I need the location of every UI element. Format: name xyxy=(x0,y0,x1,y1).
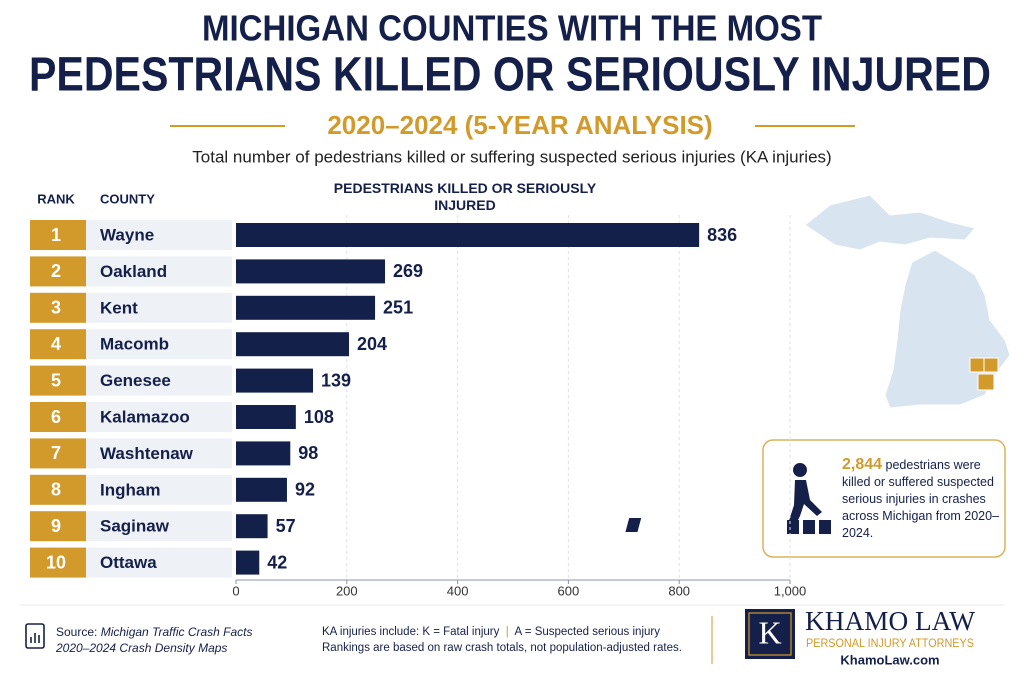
bar xyxy=(236,514,268,539)
x-tick-label: 0 xyxy=(232,583,239,598)
logo-url: KhamoLaw.com xyxy=(840,652,939,667)
bar xyxy=(236,223,700,247)
rank-label: 4 xyxy=(51,334,61,354)
source-icon xyxy=(25,623,45,649)
logo-frame xyxy=(748,612,792,656)
rank-header: RANK xyxy=(37,191,75,206)
logo-box xyxy=(745,609,795,659)
value-label: 98 xyxy=(298,443,318,463)
county-band xyxy=(86,365,232,396)
description: Total number of pedestrians killed or su… xyxy=(192,147,831,166)
bar xyxy=(236,477,287,502)
rank-box xyxy=(30,547,86,578)
rank-box xyxy=(30,365,86,396)
value-label: 139 xyxy=(321,370,351,390)
y-tick-label: Wayne xyxy=(100,225,154,244)
subtitle: 2020–2024 (5-YEAR ANALYSIS) xyxy=(327,110,712,140)
title-line2: PEDESTRIANS KILLED OR SERIOUSLY INJURED xyxy=(29,49,991,102)
bar xyxy=(236,259,386,284)
value-label: 92 xyxy=(295,480,315,500)
y-tick-label: Saginaw xyxy=(100,517,170,536)
bar xyxy=(236,332,350,357)
county-band xyxy=(86,438,232,469)
source-line2: 2020–2024 Crash Density Maps xyxy=(56,641,228,655)
rank-label: 6 xyxy=(51,407,61,427)
bar xyxy=(236,441,291,466)
notes: KA injuries include: K = Fatal injury | … xyxy=(322,626,682,654)
rank-label: 3 xyxy=(51,298,61,318)
source-line1: Michigan Traffic Crash Facts xyxy=(100,625,253,639)
rank-label: 8 xyxy=(51,480,61,500)
callout-text: 2,844 pedestrians were killed or suffere… xyxy=(842,456,1000,542)
logo-tagline: PERSONAL INJURY ATTORNEYS xyxy=(806,638,974,650)
rank-label: 1 xyxy=(51,225,61,245)
value-header: PEDESTRIANS KILLED OR SERIOUSLY INJURED xyxy=(333,180,597,213)
county-band xyxy=(86,547,232,578)
source: Source: Michigan Traffic Crash Facts 2020… xyxy=(56,624,253,656)
title-line1: MICHIGAN COUNTIES WITH THE MOST xyxy=(202,8,822,49)
value-label: 251 xyxy=(383,298,413,318)
county-band xyxy=(86,402,232,432)
county-band xyxy=(86,220,232,250)
rank-box xyxy=(30,292,86,323)
bar xyxy=(236,405,296,429)
rank-label: 7 xyxy=(51,443,61,463)
rank-box xyxy=(30,511,86,542)
county-band xyxy=(86,292,232,323)
x-tick-label: 1,000 xyxy=(774,583,807,598)
value-label: 836 xyxy=(707,225,737,245)
y-tick-label: Oakland xyxy=(100,262,167,281)
county-band xyxy=(86,474,232,505)
y-tick-label: Macomb xyxy=(100,335,169,354)
x-tick-label: 800 xyxy=(668,583,690,598)
value-label: 204 xyxy=(357,334,387,354)
y-tick-label: Washtenaw xyxy=(100,444,194,463)
bar xyxy=(236,295,376,320)
callout-highlight: 2,844 xyxy=(842,456,883,473)
county-band xyxy=(86,256,232,287)
x-tick-label: 600 xyxy=(558,583,580,598)
source-label: Source: xyxy=(56,625,98,639)
x-tick-label: 400 xyxy=(447,583,469,598)
note-k: KA injuries include: K = Fatal injury xyxy=(322,626,500,638)
logo-initial: K xyxy=(758,614,781,650)
rank-box xyxy=(30,474,86,505)
x-tick-label: 200 xyxy=(336,583,358,598)
y-tick-label: Ingham xyxy=(100,480,160,499)
rank-box xyxy=(30,329,86,360)
value-label: 42 xyxy=(267,552,287,572)
michigan-map xyxy=(804,194,1011,409)
value-label: 57 xyxy=(276,516,296,536)
pedestrian-icon xyxy=(625,463,831,534)
rank-box xyxy=(30,220,86,250)
rank-label: 5 xyxy=(51,370,61,390)
county-header: COUNTY xyxy=(100,191,155,206)
bar xyxy=(236,368,314,393)
rank-label: 9 xyxy=(51,516,61,536)
y-tick-label: Ottawa xyxy=(100,553,157,572)
logo-name: KHAMO LAW xyxy=(805,606,976,636)
rank-label: 2 xyxy=(51,261,61,281)
y-tick-label: Genesee xyxy=(100,371,171,390)
rank-box xyxy=(30,256,86,287)
rank-box xyxy=(30,438,86,469)
rank-label: 10 xyxy=(46,552,66,572)
county-band xyxy=(86,329,232,360)
bar xyxy=(236,550,260,575)
y-tick-label: Kent xyxy=(100,298,138,317)
note-a: A = Suspected serious injury xyxy=(514,626,660,638)
callout-body: pedestrians were killed or suffered susp… xyxy=(842,458,1000,540)
value-label: 108 xyxy=(304,407,334,427)
value-label: 269 xyxy=(393,261,423,281)
note-rank: Rankings are based on raw crash totals, … xyxy=(322,642,682,654)
rank-box xyxy=(30,402,86,432)
county-band xyxy=(86,511,232,542)
y-tick-label: Kalamazoo xyxy=(100,407,190,426)
